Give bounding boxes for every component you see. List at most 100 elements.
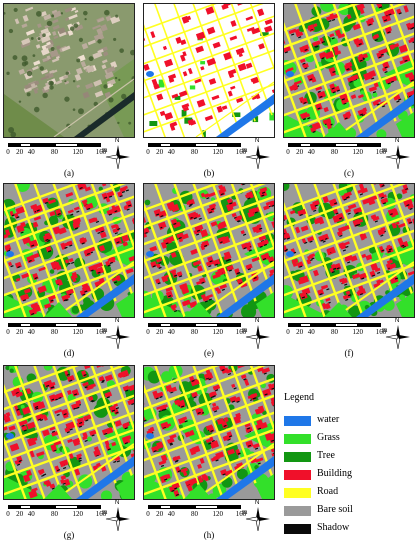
scale-bar-segment (217, 143, 241, 147)
scale-bar-tick-label: 160 (235, 328, 247, 336)
scale-bar-unit: m (382, 326, 388, 334)
scale-bar-segment (357, 323, 381, 327)
scale-bar-segment (311, 323, 335, 327)
legend-title: Legend (284, 392, 314, 403)
scale-bar-segments (8, 323, 101, 327)
scale-bar-unit: m (382, 146, 388, 154)
scale-bar-segments (148, 505, 241, 509)
panel-b: 0 20 40 80 120 160 m N (b) (143, 3, 275, 181)
legend-label-road: Road (317, 486, 339, 497)
scale-bar-segment (77, 323, 101, 327)
panel-g: 0 20 40 80 120 160 m N (g) (3, 365, 135, 543)
scale-bar-segments (8, 505, 101, 509)
panel-caption: (f) (344, 348, 354, 358)
scale-bar-segment (19, 505, 32, 509)
classification-map (283, 183, 415, 318)
scale-bar-segment (299, 323, 312, 327)
scale-bar-tick-label: 120 (72, 328, 84, 336)
scale-bar-unit: m (102, 508, 108, 516)
north-arrow: N (245, 500, 271, 532)
scale-bar-segment (31, 505, 55, 509)
scale-bar-tick-label: 160 (235, 148, 247, 156)
scale-bar-tick-label: 120 (212, 328, 224, 336)
scale-bar-segment (159, 505, 172, 509)
scale-bar-tick-label: 80 (191, 328, 198, 336)
panel-e: 0 20 40 80 120 160 m N (e) (143, 183, 275, 361)
scale-bar-tick-label: 80 (191, 148, 198, 156)
scale-bar-tick-label: 120 (72, 510, 84, 518)
classification-map (283, 3, 415, 138)
north-arrow-label: N (395, 318, 400, 324)
scale-bar-tick-label: 0 (6, 148, 10, 156)
legend-label-building: Building (317, 468, 353, 479)
scale-bar-segment (19, 323, 32, 327)
map-graphic (4, 184, 134, 317)
north-arrow-label: N (255, 500, 260, 506)
scale-bar-segment (31, 323, 55, 327)
map-graphic (4, 4, 134, 137)
scale-bar-unit: m (242, 508, 248, 516)
scale-bar-tick-label: 120 (72, 148, 84, 156)
scale-bar-tick-label: 120 (212, 510, 224, 518)
classification-map (3, 365, 135, 500)
legend-swatch-shadow (284, 524, 311, 534)
scale-bar-segment (31, 143, 55, 147)
legend-item-bare-soil: Bare soil (280, 503, 408, 521)
scale-bar-unit: m (102, 326, 108, 334)
scale-bar-tick-label: 20 (296, 148, 304, 156)
scale-bar-segment (217, 505, 241, 509)
scale-bar-segment (194, 323, 218, 327)
compass-rose-icon (105, 325, 130, 350)
scale-bar-segment (288, 323, 300, 327)
scale-bar: 0 20 40 80 120 160 m (5, 505, 108, 523)
scale-bar-segments (148, 323, 241, 327)
scale-bar-segment (159, 143, 172, 147)
scale-bar-segment (8, 323, 20, 327)
legend-swatch-water (284, 416, 311, 426)
north-arrow: N (245, 318, 271, 350)
scale-bar: 0 20 40 80 120 160 m (145, 323, 247, 341)
panel-caption: (a) (64, 168, 74, 178)
scale-bar-segment (334, 323, 358, 327)
map-graphic (284, 184, 414, 317)
scale-bar-segment (77, 143, 101, 147)
scale-bar-tick-label: 0 (146, 148, 150, 156)
scale-bar-segment (171, 505, 195, 509)
scale-bar-tick-label: 40 (307, 328, 315, 336)
scale-bar-segment (357, 143, 381, 147)
scale-bar-tick-label: 120 (352, 148, 364, 156)
scale-bar-tick-label: 80 (331, 328, 338, 336)
compass-rose-icon (385, 145, 410, 170)
legend-label-shadow: Shadow (317, 522, 350, 533)
panel-caption: (g) (63, 530, 75, 540)
scale-bar-tick-label: 40 (167, 148, 175, 156)
scale-bar-tick-label: 120 (212, 148, 224, 156)
legend-item-road: Road (280, 485, 408, 503)
legend-swatch-building (284, 470, 311, 480)
scale-bar-tick-label: 20 (296, 328, 304, 336)
scale-bar-tick-label: 40 (167, 328, 175, 336)
north-arrow-label: N (255, 138, 260, 144)
scale-bar-segment (299, 143, 312, 147)
scale-bar-segment (217, 323, 241, 327)
panel-a: 0 20 40 80 120 160 m N (a) (3, 3, 135, 181)
scale-bar-tick-label: 80 (51, 510, 58, 518)
scale-bar-tick-label: 0 (146, 328, 150, 336)
north-arrow: N (245, 138, 271, 170)
compass-rose-icon (245, 325, 270, 350)
panel-caption: (c) (344, 168, 354, 178)
ground-truth-map (143, 3, 275, 138)
scale-bar-tick-label: 20 (16, 148, 24, 156)
scale-bar-tick-label: 120 (352, 328, 364, 336)
scale-bar-tick-label: 160 (375, 328, 387, 336)
scale-bar: 0 20 40 80 120 160 m (285, 323, 388, 341)
scale-bar-segments (288, 323, 381, 327)
panel-caption: (e) (204, 348, 214, 358)
panel-caption: (b) (203, 168, 215, 178)
compass-rose-icon (245, 145, 270, 170)
legend-item-tree: Tree (280, 449, 408, 467)
panel-c: 0 20 40 80 120 160 m N (c) (283, 3, 415, 181)
scale-bar-tick-label: 20 (156, 510, 164, 518)
scale-bar-segment (8, 143, 20, 147)
scale-bar-segment (148, 143, 160, 147)
